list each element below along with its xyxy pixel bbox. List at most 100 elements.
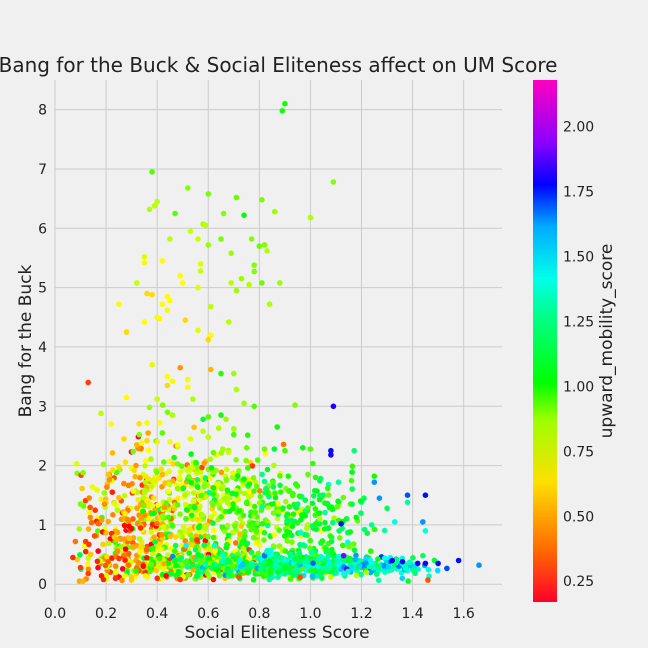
data-point bbox=[98, 517, 105, 523]
data-point bbox=[235, 473, 241, 479]
data-point bbox=[228, 280, 234, 286]
data-point bbox=[236, 508, 242, 514]
data-point bbox=[133, 280, 140, 286]
data-point bbox=[198, 492, 204, 499]
data-point bbox=[140, 563, 147, 569]
y-tick-label: 5 bbox=[38, 281, 47, 297]
data-point bbox=[241, 490, 248, 497]
data-point bbox=[224, 522, 231, 529]
data-point bbox=[273, 557, 279, 564]
data-point bbox=[296, 550, 303, 556]
data-point bbox=[109, 450, 116, 456]
data-point bbox=[410, 567, 417, 574]
data-point bbox=[80, 578, 86, 584]
data-point bbox=[251, 503, 258, 510]
data-point bbox=[275, 574, 281, 580]
data-point bbox=[194, 477, 201, 483]
data-point bbox=[77, 552, 83, 558]
data-point bbox=[271, 208, 278, 215]
data-point bbox=[205, 434, 212, 440]
data-point bbox=[187, 228, 194, 235]
data-point bbox=[184, 467, 190, 473]
data-point bbox=[261, 242, 268, 248]
data-point bbox=[225, 449, 232, 456]
data-point bbox=[172, 534, 179, 540]
data-point bbox=[340, 542, 346, 549]
data-point bbox=[435, 560, 441, 567]
data-point bbox=[197, 558, 203, 564]
data-point bbox=[164, 409, 171, 416]
x-tick-labels: 0.0 0.2 0.4 0.6 0.8 1.0 1.2 1.4 1.6 bbox=[44, 606, 475, 622]
data-point bbox=[210, 449, 217, 456]
x-tick-label: 1.4 bbox=[401, 606, 423, 622]
data-point bbox=[281, 533, 288, 539]
data-point bbox=[220, 446, 226, 452]
data-point bbox=[209, 469, 216, 476]
data-point bbox=[361, 526, 368, 533]
data-point bbox=[141, 253, 148, 260]
data-point bbox=[185, 384, 191, 391]
x-axis-label: Social Eliteness Score bbox=[184, 623, 369, 643]
data-point bbox=[172, 548, 178, 554]
data-point bbox=[270, 484, 277, 490]
data-point bbox=[109, 555, 115, 561]
x-tick-label: 0.2 bbox=[95, 606, 117, 622]
data-point bbox=[185, 376, 191, 383]
y-tick-label: 6 bbox=[38, 221, 47, 237]
data-point bbox=[253, 483, 260, 490]
data-point bbox=[130, 516, 136, 522]
data-point bbox=[205, 533, 211, 540]
colorbar-tick-label: 1.75 bbox=[563, 185, 594, 201]
data-point bbox=[177, 511, 183, 517]
data-point bbox=[404, 492, 411, 499]
data-point bbox=[112, 569, 119, 576]
data-point bbox=[149, 521, 156, 528]
data-point bbox=[126, 550, 132, 557]
data-point bbox=[349, 501, 355, 508]
data-point bbox=[300, 445, 306, 451]
data-point bbox=[317, 492, 323, 499]
data-point bbox=[233, 457, 239, 463]
data-point bbox=[95, 528, 101, 534]
data-point bbox=[255, 538, 261, 544]
data-point bbox=[135, 559, 142, 566]
data-point bbox=[476, 562, 482, 568]
data-point bbox=[420, 552, 426, 559]
data-point bbox=[130, 488, 137, 494]
data-point bbox=[195, 327, 201, 334]
data-point bbox=[181, 528, 188, 535]
data-point bbox=[345, 568, 351, 575]
data-point bbox=[281, 557, 288, 563]
data-point bbox=[132, 473, 138, 480]
data-point bbox=[304, 564, 311, 571]
data-point bbox=[195, 484, 201, 491]
data-point bbox=[186, 473, 192, 480]
data-point bbox=[265, 504, 272, 511]
data-point bbox=[197, 268, 204, 274]
data-point bbox=[274, 565, 281, 571]
data-point bbox=[236, 557, 243, 563]
data-point bbox=[139, 440, 145, 446]
data-point bbox=[284, 511, 291, 517]
data-point bbox=[314, 488, 320, 494]
data-point bbox=[297, 574, 304, 580]
data-point bbox=[224, 566, 230, 573]
data-point bbox=[190, 396, 196, 402]
data-point bbox=[219, 558, 225, 564]
y-tick-label: 7 bbox=[38, 162, 47, 178]
data-point bbox=[208, 366, 214, 373]
data-point bbox=[121, 480, 127, 487]
data-point bbox=[340, 552, 347, 559]
data-point bbox=[82, 538, 89, 545]
data-point bbox=[190, 490, 197, 496]
data-point bbox=[254, 457, 261, 463]
data-point bbox=[202, 222, 209, 229]
data-point bbox=[271, 446, 278, 452]
data-point bbox=[334, 503, 341, 510]
data-point bbox=[187, 436, 194, 442]
data-point bbox=[211, 543, 218, 549]
data-point bbox=[259, 280, 265, 286]
data-point bbox=[122, 546, 129, 552]
data-point bbox=[315, 563, 322, 570]
data-point bbox=[181, 524, 187, 530]
